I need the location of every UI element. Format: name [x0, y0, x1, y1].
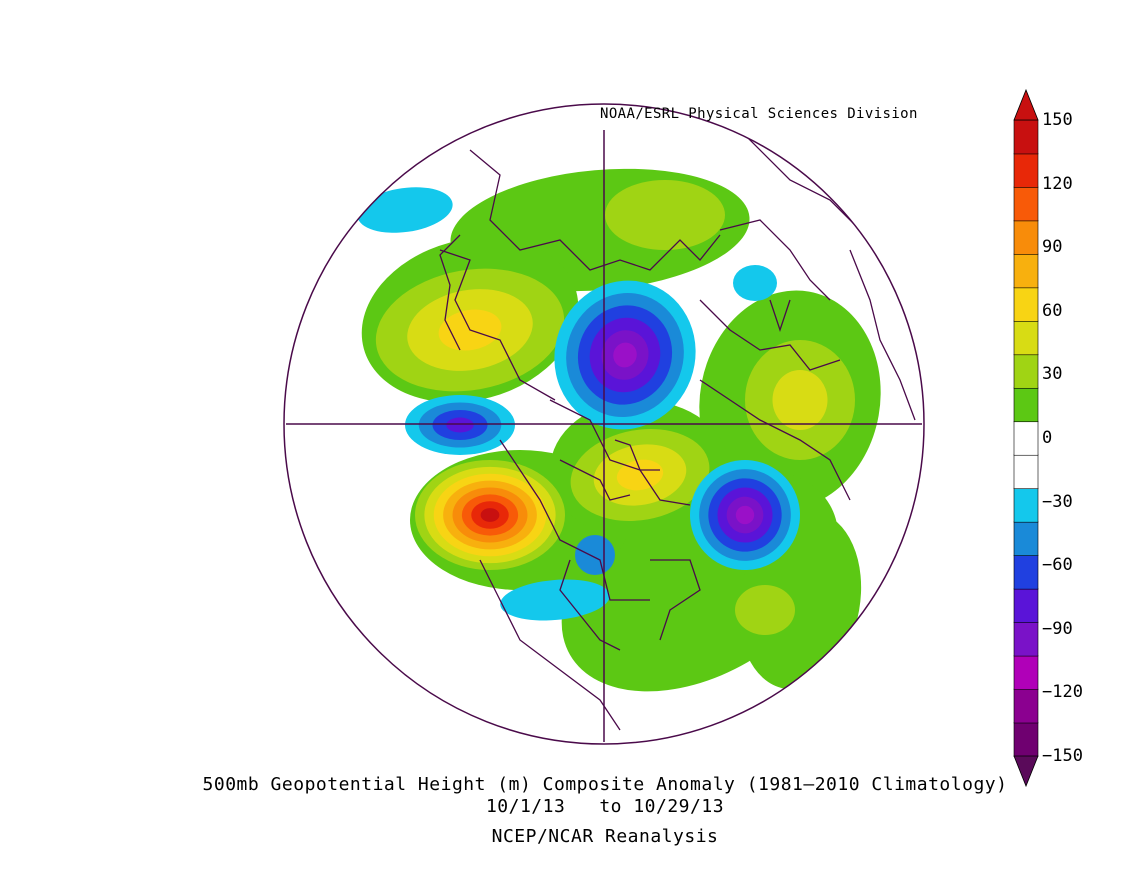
- strong-ridge-anomaly: [480, 508, 500, 522]
- colorbar-swatch: [1013, 119, 1039, 155]
- colorbar-tick-label: −150: [1042, 746, 1083, 766]
- coastline: [614, 439, 660, 471]
- trough-anomaly: [446, 417, 474, 433]
- colorbar-tick-label: −30: [1042, 491, 1073, 512]
- colorbar-swatch: [1013, 354, 1039, 389]
- colorbar-tick-label: 150: [1042, 110, 1073, 130]
- colorbar-swatch: [1013, 554, 1039, 590]
- coastline: [439, 234, 461, 351]
- trough-anomaly: [735, 505, 755, 525]
- colorbar-max-arrow: [1013, 88, 1039, 121]
- coastline: [719, 219, 831, 301]
- weak-trough-anomaly: [733, 265, 777, 301]
- coastline: [849, 249, 916, 421]
- ridge-anomaly: [605, 180, 725, 250]
- colorbar-swatch: [1013, 722, 1039, 757]
- caption-title: 500mb Geopotential Height (m) Composite …: [202, 774, 1008, 795]
- coastline: [549, 399, 691, 506]
- trough-anomaly: [613, 342, 637, 368]
- coastline: [650, 559, 701, 641]
- colorbar-swatch: [1013, 487, 1039, 523]
- colorbar-tick-label: 120: [1042, 173, 1073, 194]
- colorbar-swatch: [1013, 621, 1039, 657]
- colorbar-tick-label: 60: [1042, 300, 1063, 321]
- coastline: [469, 149, 721, 271]
- weak-trough-anomaly: [500, 579, 610, 621]
- coastline: [739, 129, 901, 251]
- coastline: [769, 299, 791, 333]
- coastline: [559, 559, 621, 651]
- coastline: [699, 379, 851, 501]
- colorbar-tick-label: 30: [1042, 364, 1063, 385]
- coastline: [439, 249, 556, 401]
- colorbar-swatch: [1013, 655, 1039, 690]
- colorbar-swatch: [1013, 387, 1039, 423]
- coastline: [699, 299, 841, 371]
- colorbar-swatch: [1013, 320, 1039, 356]
- colorbar-swatch: [1013, 521, 1039, 556]
- colorbar-swatch: [1013, 220, 1039, 255]
- colorbar-swatch: [1013, 588, 1039, 623]
- caption-dates: 10/1/13 to 10/29/13: [485, 796, 725, 817]
- ridge-anomaly: [735, 585, 795, 635]
- colorbar-swatch: [1013, 454, 1039, 490]
- weak-trough-anomaly: [575, 535, 615, 575]
- caption-source: NCEP/NCAR Reanalysis: [491, 826, 719, 847]
- ridge-anomaly: [616, 459, 664, 491]
- coastline: [499, 439, 650, 601]
- colorbar-tick-label: −120: [1042, 682, 1083, 703]
- colorbar-tick-label: −60: [1042, 555, 1073, 576]
- colorbar-swatch: [1013, 420, 1039, 456]
- colorbar-swatch: [1013, 186, 1039, 222]
- ridge-anomaly: [772, 370, 828, 430]
- credit-text: NOAA/ESRL Physical Sciences Division: [600, 106, 918, 122]
- colorbar: [1013, 88, 1039, 788]
- colorbar-tick-label: 90: [1042, 237, 1063, 258]
- weak-trough-anomaly: [357, 187, 453, 233]
- colorbar-swatch: [1013, 253, 1039, 289]
- colorbar-min-arrow: [1013, 755, 1039, 788]
- colorbar-swatch: [1013, 688, 1039, 724]
- coastlines: [439, 129, 916, 731]
- colorbar-tick-label: 0: [1042, 428, 1053, 448]
- colorbar-tick-label: −90: [1042, 618, 1073, 639]
- coastline: [559, 459, 631, 501]
- colorbar-swatch: [1013, 287, 1039, 322]
- colorbar-swatch: [1013, 153, 1039, 188]
- anomaly-field: [357, 168, 881, 692]
- map-boundary-circle: [283, 103, 925, 745]
